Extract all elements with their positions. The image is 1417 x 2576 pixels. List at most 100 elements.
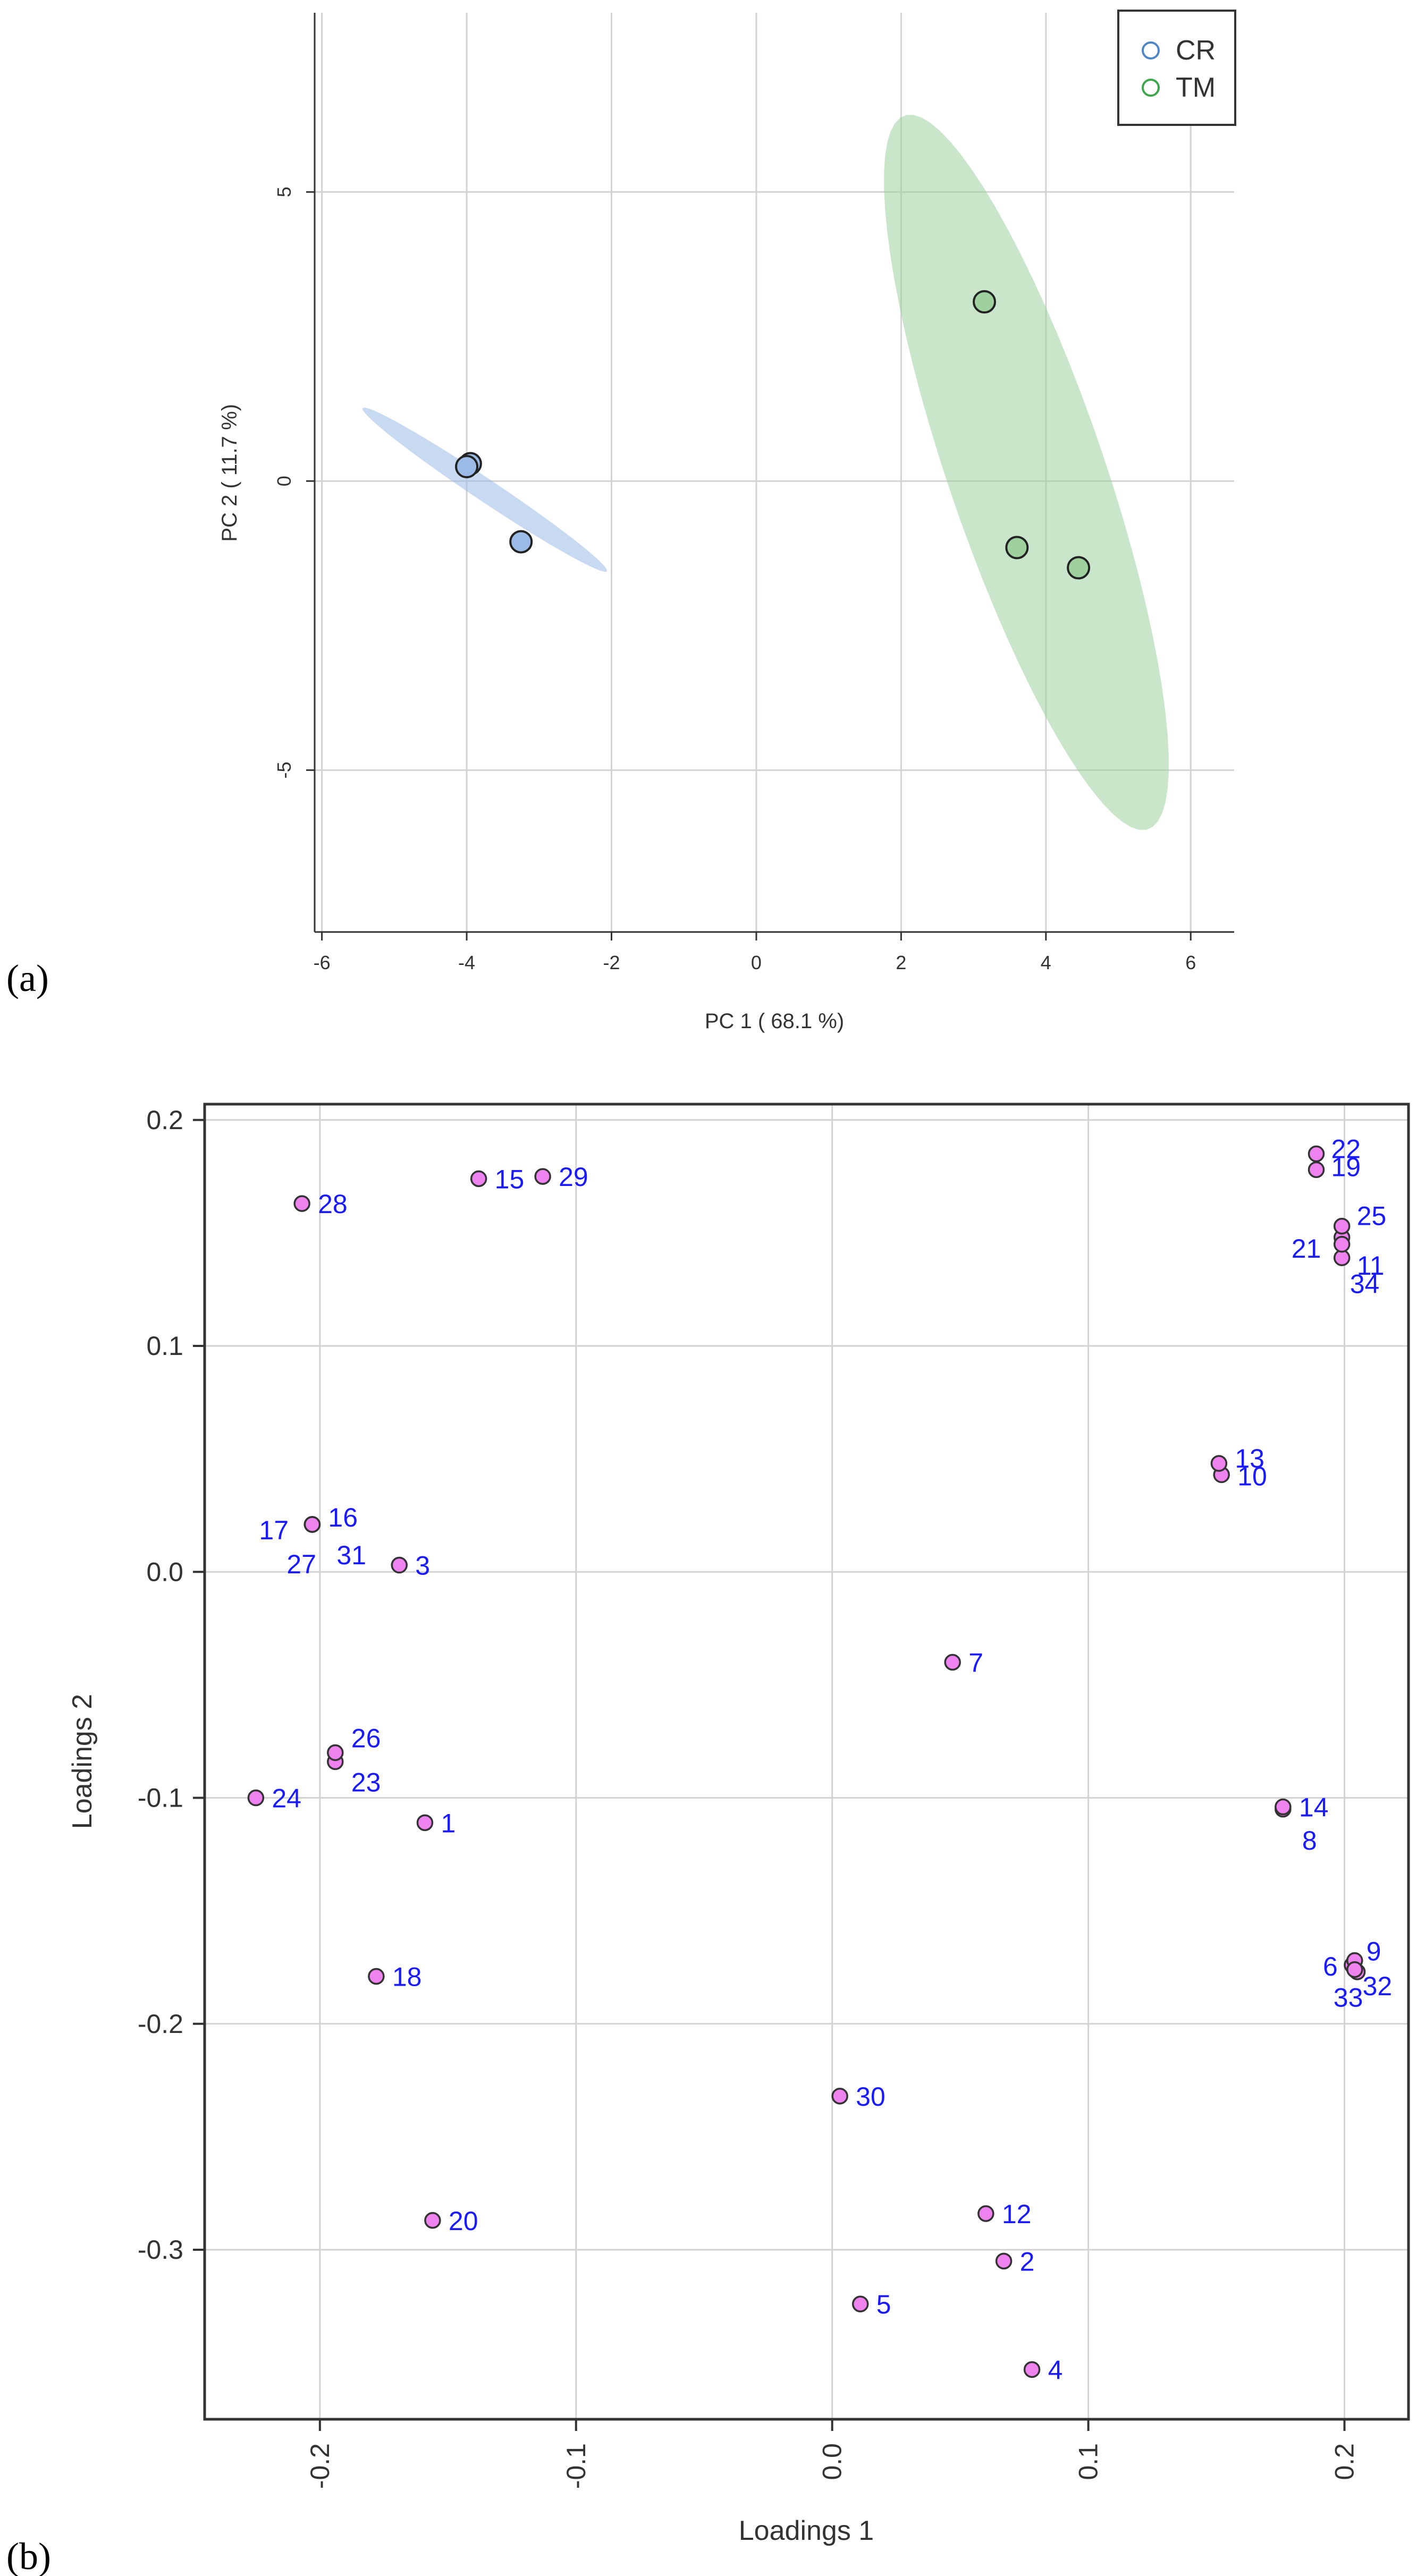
loading-point-5 [851,2295,869,2312]
loading-label-20: 20 [449,2206,478,2236]
loading-label-34: 34 [1350,1269,1380,1299]
loading-point-28 [293,1195,310,1212]
legend-label-cr: CR [1176,35,1216,66]
panel-b-y-axis-label: Loadings 2 [67,1694,98,1829]
loading-label-15: 15 [495,1164,525,1194]
confidence-ellipse-tm [884,115,1169,830]
score-point-cr [509,530,533,554]
loading-label-23: 23 [351,1768,381,1798]
panel-a-legend: CR TM [1117,10,1236,126]
panel-b-grid [205,1104,1408,2419]
panel-a-label: (a) [6,957,49,999]
loading-label-25: 25 [1357,1201,1387,1231]
loading-point-7 [944,1654,961,1671]
panel-b-x-tick-label: -0.2 [305,2443,335,2489]
panel-a-x-ticks: -6 -4 -2 0 2 4 6 [314,932,1196,973]
panel-b-x-axis-label: Loadings 1 [739,2515,874,2546]
panel-b-plot-border [203,1103,1410,2421]
loading-label-19: 19 [1331,1152,1361,1182]
panel-a-pca-scores-plot: -6 -4 -2 0 2 4 6 -5 0 5 PC 1 ( 68.1 %) PC 2 ( 11… [218,10,1236,1033]
loading-label-18: 18 [392,1962,422,1992]
loading-label-5: 5 [876,2290,891,2319]
loading-point-19 [1308,1161,1325,1179]
panel-a-x-tick-label: -2 [603,952,620,973]
loading-label-29: 29 [559,1162,588,1192]
loading-point-12 [977,2205,994,2222]
loading-label-33: 33 [1334,1983,1363,2013]
panel-a-x-tick-label: -4 [458,952,475,973]
panel-b-x-tick-label: 0.2 [1330,2443,1360,2480]
loading-label-27: 27 [286,1549,316,1579]
score-point-cr [455,455,479,479]
loading-label-4: 4 [1048,2355,1063,2385]
loading-point-20 [424,2212,441,2229]
panel-a-x-axis-label: PC 1 ( 68.1 %) [705,1010,844,1033]
panel-a-x-tick-label: 0 [751,952,762,973]
loading-label-1: 1 [441,1808,456,1838]
legend-label-tm: TM [1176,72,1216,103]
loading-point-15 [470,1170,487,1188]
panel-a-x-tick-label: 4 [1041,952,1051,973]
panel-a-y-axis-label: PC 2 ( 11.7 %) [218,404,241,541]
loading-label-3: 3 [415,1551,430,1581]
loading-label-16: 16 [328,1503,358,1532]
panel-b-x-tick-label: 0.1 [1074,2443,1103,2480]
panel-b-x-tick-label: 0.0 [817,2443,847,2480]
panel-b-y-tick-label: 0.2 [146,1105,183,1135]
panel-a-y-tick-label: 0 [273,476,295,486]
loading-point-13 [1210,1455,1228,1472]
loading-label-24: 24 [272,1784,301,1814]
loading-label-7: 7 [968,1648,983,1677]
loading-point-31 [303,1516,321,1533]
loading-point-4 [1023,2361,1041,2378]
loading-label-8: 8 [1302,1826,1317,1855]
panel-a-x-tick-label: -6 [314,952,331,973]
panel-b-x-tick-label: -0.1 [561,2443,591,2489]
loading-point-18 [368,1968,385,1985]
loading-point-30 [831,2088,848,2105]
panel-a-confidence-ellipses [362,115,1169,830]
score-point-tm [1005,536,1029,560]
panel-b-y-tick-label: -0.2 [138,2009,183,2039]
panel-a-y-tick-label: 5 [273,187,295,197]
score-point-tm [973,290,997,314]
panel-b-y-tick-label: -0.3 [138,2235,183,2265]
panel-a-points [455,290,1091,580]
loading-label-13: 13 [1235,1444,1264,1473]
loading-point-25 [1333,1217,1351,1235]
loading-point-22 [1308,1145,1325,1163]
loading-point-26 [327,1744,344,1761]
loading-point-2 [995,2252,1013,2270]
loading-label-31: 31 [336,1540,366,1570]
loading-label-9: 9 [1367,1937,1381,1967]
loading-point-29 [534,1168,551,1185]
panel-b-point-labels: 1234567891011121314151617181920212223242… [259,1134,1392,2385]
loading-point-34 [1333,1235,1351,1253]
confidence-ellipse-cr [362,408,608,572]
loading-label-30: 30 [856,2082,885,2112]
panel-a-x-tick-label: 2 [896,952,906,973]
loading-label-12: 12 [1002,2199,1032,2229]
panel-b-label: (b) [6,2535,51,2576]
loading-point-24 [247,1789,265,1807]
loading-point-33 [1346,1961,1363,1978]
loading-label-6: 6 [1323,1952,1338,1981]
panel-b-loadings-plot: -0.2 -0.1 0.0 0.1 0.2 0.20.10.0-0.1-0.2-0.3 … [67,1103,1410,2546]
loading-point-14 [1275,1798,1292,1816]
panel-b-y-tick-label: 0.0 [146,1557,183,1587]
panel-b-points [247,1145,1366,2378]
score-point-tm [1067,556,1091,580]
loading-label-22: 22 [1331,1134,1361,1164]
legend-marker-tm [1142,79,1160,97]
loading-label-32: 32 [1363,1971,1393,2001]
panel-a-y-tick-label: -5 [273,761,295,778]
loading-label-17: 17 [259,1515,289,1545]
panel-b-y-tick-label: 0.1 [146,1331,183,1361]
panel-b-y-ticks: 0.2 0.1 0.0 -0.1 -0.2 -0.3 [138,1105,205,2265]
panel-a-x-tick-label: 6 [1185,952,1196,973]
loading-label-2: 2 [1020,2247,1035,2276]
loading-point-1 [416,1814,434,1832]
panel-b-x-ticks: -0.2 -0.1 0.0 0.1 0.2 [305,2419,1360,2489]
panel-b-y-tick-label: -0.1 [138,1783,183,1813]
